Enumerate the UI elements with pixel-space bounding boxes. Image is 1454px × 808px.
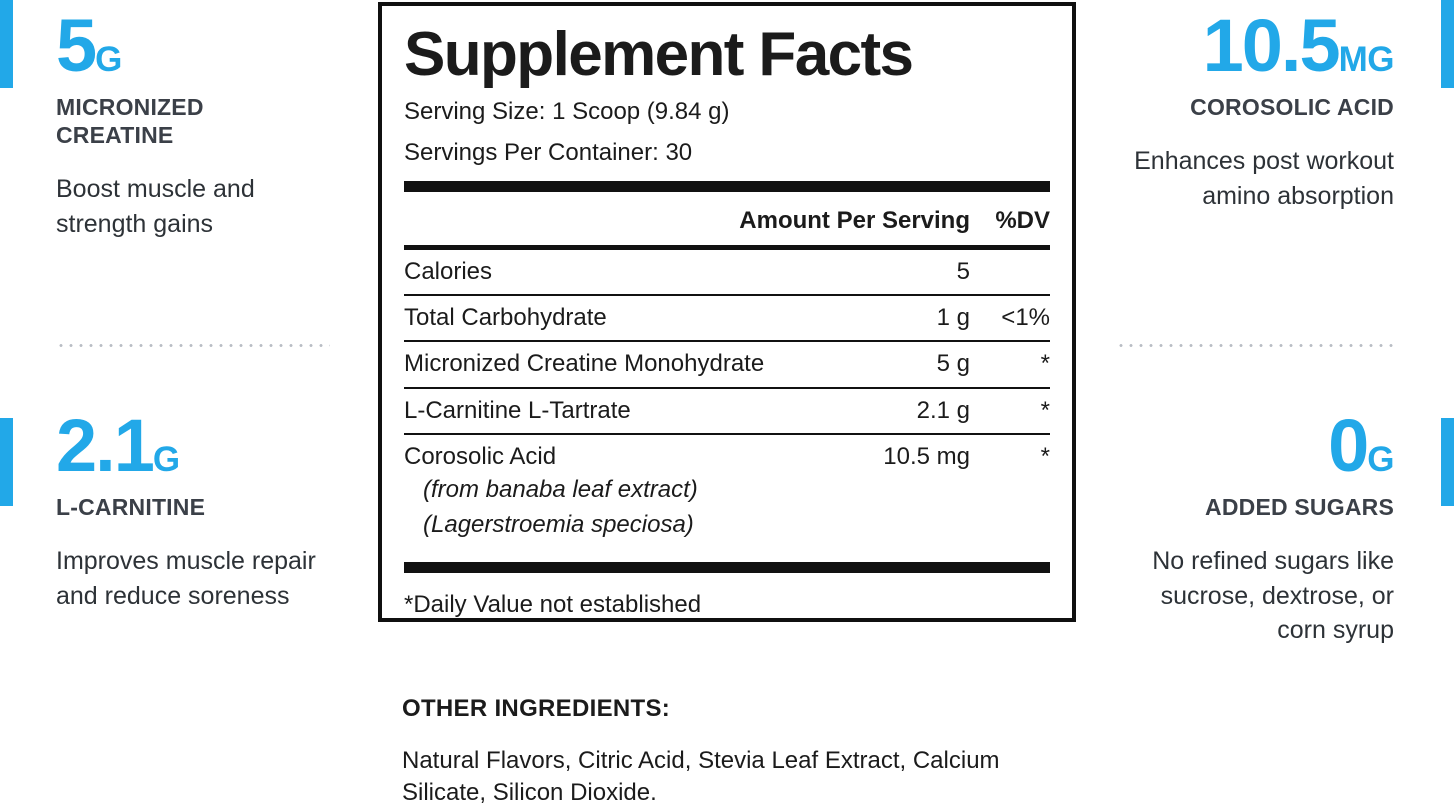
left-highlight-column: 5G MICRONIZED CREATINE Boost muscle and s… <box>0 0 360 800</box>
nutrient-amount: 5 g <box>936 350 970 378</box>
highlight-name: L-CARNITINE <box>56 494 206 521</box>
highlight-amount: 2.1G <box>56 409 330 483</box>
table-row: L-Carnitine L-Tartrate 2.1 g * <box>404 389 1050 433</box>
highlight-amount-value: 0 <box>1328 404 1369 487</box>
highlight-l-carnitine: 2.1G L-CARNITINE Improves muscle repair … <box>0 409 360 613</box>
nutrient-amount: 1 g <box>936 304 970 332</box>
highlight-amount-value: 5 <box>56 4 97 87</box>
table-row: Micronized Creatine Monohydrate 5 g * <box>404 342 1050 386</box>
highlight-added-sugars: 0G ADDED SUGARS No refined sugars like s… <box>1090 409 1454 648</box>
nutrient-rows-table: L-Carnitine L-Tartrate 2.1 g * <box>404 389 1050 433</box>
table-row: Calories 5 <box>404 250 1050 294</box>
nutrient-dv: * <box>1040 396 1050 424</box>
nutrient-name: Corosolic Acid <box>404 442 557 470</box>
nutrient-dv: <1% <box>1001 304 1050 332</box>
nutrient-name: Calories <box>404 257 493 285</box>
nutrient-name: Micronized Creatine Monohydrate <box>404 350 765 378</box>
header-spacer <box>404 192 739 245</box>
highlight-name-line1: MICRONIZED <box>56 94 204 121</box>
highlight-amount-unit: G <box>152 440 180 479</box>
highlight-name: ADDED SUGARS <box>1205 494 1394 521</box>
table-header-row: Amount Per Serving %DV <box>404 192 1050 245</box>
highlight-description: Improves muscle repair and reduce sorene… <box>56 547 316 610</box>
row-divider-2 <box>404 340 1050 343</box>
highlight-name: COROSOLIC ACID <box>1190 94 1394 121</box>
highlight-amount-unit: G <box>95 40 122 79</box>
supplement-facts-column: Supplement Facts Serving Size: 1 Scoop (… <box>378 0 1076 806</box>
rule-below-serving-info <box>404 180 1050 192</box>
nutrient-rows-table: Total Carbohydrate 1 g <1% <box>404 296 1050 340</box>
accent-bar-left-top <box>0 0 13 88</box>
nutrient-name: Total Carbohydrate <box>404 304 607 332</box>
right-column-divider <box>1116 344 1394 347</box>
highlight-name-line2: CREATINE <box>56 122 174 149</box>
servings-per-container-line: Servings Per Container: 30 <box>404 138 693 166</box>
nutrient-amount: 5 <box>956 257 970 285</box>
row-divider-3 <box>404 386 1050 389</box>
serving-size-line: Serving Size: 1 Scoop (9.84 g) <box>404 98 730 126</box>
right-highlight-column: 10.5MG COROSOLIC ACID Enhances post work… <box>1090 0 1454 800</box>
highlight-corosolic-acid: 10.5MG COROSOLIC ACID Enhances post work… <box>1090 9 1454 213</box>
highlight-amount: 5G <box>56 9 330 83</box>
highlight-creatine: 5G MICRONIZED CREATINE Boost muscle and s… <box>0 9 360 241</box>
highlight-description: Boost muscle and strength gains <box>56 175 255 238</box>
nutrient-rows-table: Calories 5 <box>404 250 1050 294</box>
supplement-facts-panel: Supplement Facts Serving Size: 1 Scoop (… <box>378 2 1076 622</box>
nutrient-name: L-Carnitine L-Tartrate <box>404 396 631 424</box>
header-percent-dv: %DV <box>995 206 1050 234</box>
highlight-description: Enhances post workout amino absorption <box>1134 147 1394 210</box>
accent-bar-right-top <box>1441 0 1454 88</box>
nutrient-source-line-2: (Lagerstroemia speciosa) <box>423 510 694 538</box>
highlight-amount-value: 10.5 <box>1202 4 1341 87</box>
highlight-amount-unit: MG <box>1338 40 1395 79</box>
other-ingredients-title: OTHER INGREDIENTS: <box>402 695 671 722</box>
table-row: Corosolic Acid (from banaba leaf extract… <box>404 435 1050 548</box>
nutrient-rows-table: Corosolic Acid (from banaba leaf extract… <box>404 435 1050 548</box>
nutrient-name-with-source: Corosolic Acid (from banaba leaf extract… <box>404 435 820 548</box>
table-row: Total Carbohydrate 1 g <1% <box>404 296 1050 340</box>
nutrient-amount: 2.1 g <box>916 396 970 424</box>
header-amount-per-serving: Amount Per Serving <box>739 206 970 234</box>
row-divider-1 <box>404 294 1050 297</box>
other-ingredients-body: Natural Flavors, Citric Acid, Stevia Lea… <box>402 747 1000 806</box>
highlight-amount: 10.5MG <box>1116 9 1395 83</box>
highlight-amount-unit: G <box>1367 440 1394 479</box>
highlight-amount-value: 2.1 <box>56 404 155 487</box>
rule-below-table-header <box>404 244 1050 250</box>
nutrient-dv: * <box>1040 350 1050 378</box>
nutrient-amount: 10.5 mg <box>883 442 970 470</box>
other-ingredients-section: OTHER INGREDIENTS: Natural Flavors, Citr… <box>402 695 1062 808</box>
highlight-name: MICRONIZED CREATINE <box>56 93 330 149</box>
highlight-amount: 0G <box>1116 409 1394 483</box>
row-divider-4 <box>404 432 1050 435</box>
left-column-divider <box>56 344 330 347</box>
accent-bar-left-bottom <box>0 418 13 506</box>
nutrient-dv: * <box>1040 442 1050 470</box>
accent-bar-right-bottom <box>1441 418 1454 506</box>
nutrient-source-line-1: (from banaba leaf extract) <box>423 476 698 503</box>
rule-below-nutrients <box>404 562 1050 574</box>
daily-value-footnote: *Daily Value not established <box>404 591 702 619</box>
nutrient-dv <box>970 250 1050 294</box>
nutrient-rows-table: Micronized Creatine Monohydrate 5 g * <box>404 342 1050 386</box>
highlight-description: No refined sugars like sucrose, dextrose… <box>1152 547 1394 645</box>
supplement-facts-title: Supplement Facts <box>404 20 914 89</box>
supplement-facts-table: Amount Per Serving %DV <box>404 192 1050 245</box>
